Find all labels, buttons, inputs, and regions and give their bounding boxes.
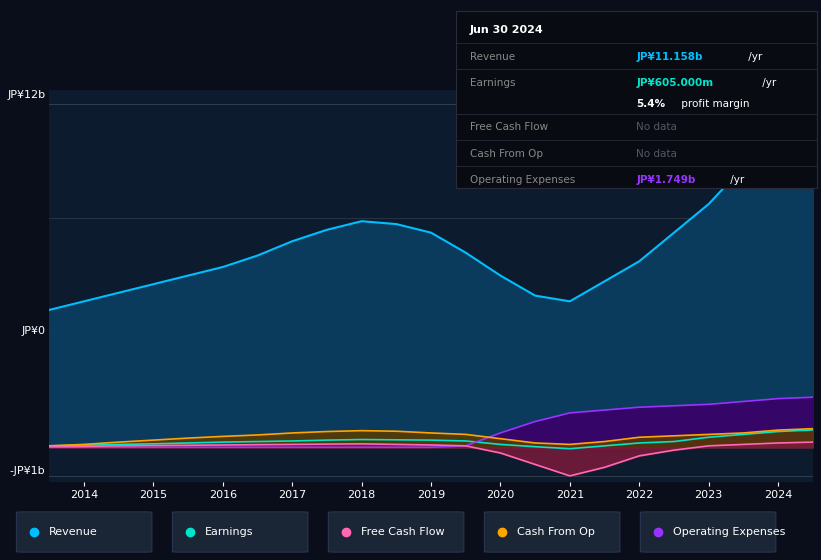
Text: /yr: /yr <box>745 52 762 62</box>
Text: -JP¥1b: -JP¥1b <box>10 466 45 476</box>
Text: No data: No data <box>636 149 677 159</box>
Text: Cash From Op: Cash From Op <box>517 527 595 537</box>
Text: No data: No data <box>636 122 677 132</box>
Text: JP¥11.158b: JP¥11.158b <box>636 52 703 62</box>
Text: JP¥12b: JP¥12b <box>7 90 45 100</box>
FancyBboxPatch shape <box>328 512 464 552</box>
Text: profit margin: profit margin <box>678 100 750 109</box>
Text: Revenue: Revenue <box>470 52 516 62</box>
Text: 5.4%: 5.4% <box>636 100 665 109</box>
Text: JP¥1.749b: JP¥1.749b <box>636 175 695 185</box>
Text: Earnings: Earnings <box>470 78 516 88</box>
Text: Earnings: Earnings <box>205 527 254 537</box>
FancyBboxPatch shape <box>640 512 776 552</box>
FancyBboxPatch shape <box>172 512 308 552</box>
Text: Jun 30 2024: Jun 30 2024 <box>470 25 544 35</box>
Text: Free Cash Flow: Free Cash Flow <box>470 122 548 132</box>
Text: JP¥605.000m: JP¥605.000m <box>636 78 713 88</box>
Text: Operating Expenses: Operating Expenses <box>470 175 576 185</box>
FancyBboxPatch shape <box>484 512 620 552</box>
Text: Cash From Op: Cash From Op <box>470 149 544 159</box>
Text: /yr: /yr <box>727 175 744 185</box>
Text: Operating Expenses: Operating Expenses <box>673 527 786 537</box>
Text: Free Cash Flow: Free Cash Flow <box>361 527 445 537</box>
FancyBboxPatch shape <box>16 512 152 552</box>
Text: Revenue: Revenue <box>49 527 98 537</box>
Text: JP¥0: JP¥0 <box>21 326 45 335</box>
Text: /yr: /yr <box>759 78 777 88</box>
